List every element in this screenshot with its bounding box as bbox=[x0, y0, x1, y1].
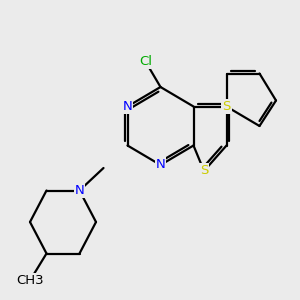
Text: S: S bbox=[200, 164, 208, 178]
Text: Cl: Cl bbox=[139, 55, 152, 68]
Text: N: N bbox=[75, 184, 84, 197]
Text: N: N bbox=[123, 100, 132, 113]
Text: N: N bbox=[156, 158, 165, 172]
Text: CH3: CH3 bbox=[16, 274, 44, 287]
Text: S: S bbox=[222, 100, 231, 113]
